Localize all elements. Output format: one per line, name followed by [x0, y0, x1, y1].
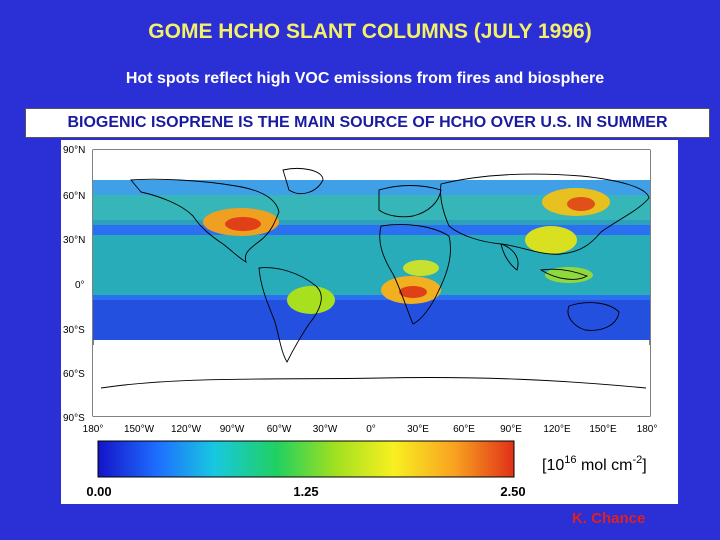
slide-subtitle: Hot spots reflect high VOC emissions fro… — [125, 70, 605, 87]
coast-greenland — [282, 168, 324, 194]
lon-label: 60°W — [267, 424, 292, 435]
lat-label: 60°S — [63, 369, 85, 380]
hotspot-central-africa — [403, 260, 439, 276]
colorbar — [97, 440, 515, 478]
hcho-field — [93, 150, 650, 416]
units-base: [10 — [542, 457, 564, 474]
hotspot-africa-core — [399, 286, 427, 298]
hotspot-us-core — [225, 217, 261, 231]
lat-label: 30°S — [63, 325, 85, 336]
coast-africa — [379, 224, 451, 325]
coast-asia — [440, 173, 650, 255]
lat-label: 90°S — [63, 413, 85, 424]
colorbar-min-label: 0.00 — [86, 484, 111, 499]
coast-australia — [567, 302, 620, 331]
coast-south-america — [258, 267, 322, 363]
hotspot-brazil — [287, 286, 335, 314]
units-exponent-2: -2 — [633, 454, 643, 466]
lon-label: 30°W — [313, 424, 338, 435]
coast-antarctica — [100, 377, 647, 389]
hotspot-siberia-core — [567, 197, 595, 211]
ocean-band-south — [93, 300, 650, 340]
lon-label: 30°E — [407, 424, 429, 435]
coast-europe — [378, 185, 442, 218]
lon-label: 150°W — [124, 424, 155, 435]
units-close: ] — [642, 457, 646, 474]
units-exponent: 16 — [564, 454, 576, 466]
lon-label: 120°E — [543, 424, 571, 435]
lon-label: 0° — [366, 424, 376, 435]
lat-labels: 90°N 60°N 30°N 0° 30°S 60°S 90°S — [63, 145, 85, 424]
hotspot-indonesia — [545, 267, 593, 283]
lon-label: 180° — [83, 424, 104, 435]
arctic-blank — [93, 150, 650, 180]
callout-box: BIOGENIC ISOPRENE IS THE MAIN SOURCE OF … — [25, 108, 710, 138]
hotspot-china — [525, 226, 577, 254]
colorbar-units: [1016 mol cm-2] — [542, 454, 647, 474]
antarctic-blank — [93, 345, 650, 416]
units-rest: mol cm — [577, 457, 633, 474]
callout-text: BIOGENIC ISOPRENE IS THE MAIN SOURCE OF … — [67, 114, 668, 131]
colorbar-max-label: 2.50 — [500, 484, 525, 499]
lat-label: 90°N — [63, 145, 85, 156]
lon-label: 150°E — [589, 424, 617, 435]
lon-label: 60°E — [453, 424, 475, 435]
lon-labels: 180° 150°W 120°W 90°W 60°W 30°W 0° 30°E … — [83, 424, 658, 435]
colorbar-mid-label: 1.25 — [293, 484, 318, 499]
slide-title: GOME HCHO SLANT COLUMNS (JULY 1996) — [148, 20, 592, 43]
coast-india — [500, 243, 519, 271]
lon-label: 90°E — [500, 424, 522, 435]
coastlines — [100, 168, 650, 389]
coast-north-america — [130, 178, 280, 263]
coast-indonesia — [539, 268, 589, 280]
map-figure: 90°N 60°N 30°N 0° 30°S 60°S 90°S 180° 15… — [63, 145, 658, 499]
lon-label: 90°W — [220, 424, 245, 435]
lat-label: 0° — [75, 280, 85, 291]
lon-label: 180° — [637, 424, 658, 435]
lon-label: 120°W — [171, 424, 202, 435]
colorbar-labels: 0.00 1.25 2.50 — [86, 484, 525, 499]
lat-label: 60°N — [63, 191, 85, 202]
credit-text: K. Chance — [572, 510, 646, 527]
map-panel: 90°N 60°N 30°N 0° 30°S 60°S 90°S 180° 15… — [61, 140, 678, 504]
lat-label: 30°N — [63, 235, 85, 246]
